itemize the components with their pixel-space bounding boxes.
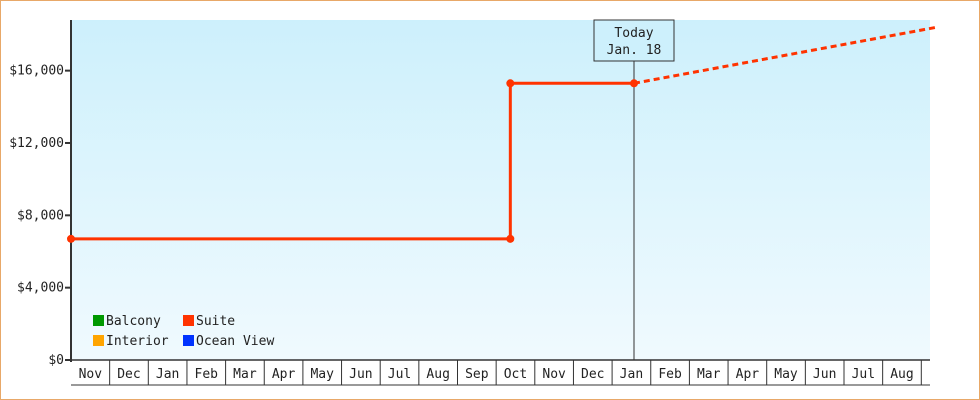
data-point [506,234,515,243]
x-tick-label: Mar [233,367,257,382]
series-projection-suite [633,25,938,85]
today-label-box [593,19,675,62]
legend-swatch [183,335,194,346]
legend-label: Balcony [106,314,161,329]
data-point [506,79,515,88]
x-tick-label: Nov [79,367,103,382]
legend-label: Suite [196,314,235,329]
x-tick-label: Jun [813,367,836,382]
y-axis: $0 $4,000 $8,000 $12,000 $16,000 [9,20,72,368]
today-date: Jan. 18 [607,43,662,58]
x-tick-label: Oct [504,367,527,382]
y-tick-label: $12,000 [9,136,64,151]
x-tick-label: Feb [658,367,682,382]
x-tick-label: Feb [195,367,219,382]
x-tick-label: Aug [426,367,449,382]
data-point [67,234,75,243]
x-tick-label: Mar [697,367,721,382]
series-line-suite [71,81,635,241]
legend-label: Interior [106,334,169,349]
x-tick-label: Dec [581,367,604,382]
x-tick-label: Jun [349,367,372,382]
x-tick-label: May [310,367,334,382]
x-tick-label: Sep [465,367,489,382]
x-tick-label: Jan [620,367,643,382]
x-tick-label: Jul [852,367,875,382]
y-tick-label: $0 [48,353,64,368]
today-marker: Today Jan. 18 [593,19,675,360]
legend-label: Ocean View [196,334,274,349]
y-tick-label: $4,000 [17,281,64,296]
data-point [630,79,639,88]
legend-swatch [183,315,194,326]
x-tick-label: Jul [388,367,411,382]
x-tick-label: May [774,367,798,382]
x-tick-label: Jan [156,367,179,382]
x-tick-label: Apr [272,367,296,382]
x-tick-label: Aug [890,367,913,382]
legend-swatch [93,335,104,346]
y-tick-label: $16,000 [9,64,64,79]
legend: Balcony Suite Interior Ocean View [93,314,274,349]
y-tick-label: $8,000 [17,208,64,223]
x-axis: Nov Dec Jan Feb Mar Apr May Jun Jul Aug Sep Oct Nov D… [71,359,930,386]
plot-area [71,20,930,360]
x-tick-label: Apr [736,367,760,382]
x-tick-label: Dec [117,367,140,382]
legend-swatch [93,315,104,326]
x-tick-label: Nov [542,367,566,382]
today-label: Today [614,26,653,41]
series-layer [67,25,938,243]
